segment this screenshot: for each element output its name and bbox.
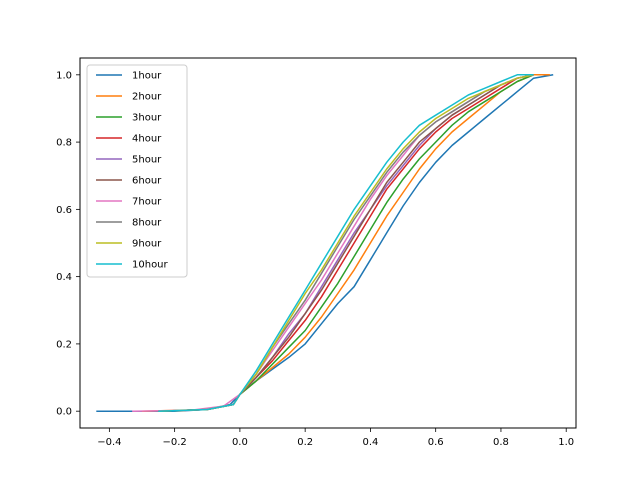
x-tick-label: −0.4 — [97, 437, 121, 448]
y-tick-label: 0.8 — [56, 138, 72, 149]
x-tick-label: 0.8 — [493, 437, 509, 448]
series-line-9hour — [158, 74, 534, 412]
legend-label-1hour: 1hour — [132, 71, 162, 82]
y-tick-label: 0.0 — [56, 407, 72, 418]
legend: 1hour 2hour 3hour 4hour 5hour 6hour 7hour 8hour… — [86, 64, 188, 278]
series-layer — [96, 74, 554, 412]
legend-box — [86, 64, 188, 278]
plot-frame — [79, 57, 577, 429]
legend-label-9hour: 9hour — [132, 239, 162, 250]
x-tick-label: 1.0 — [558, 437, 574, 448]
series-line-6hour — [158, 74, 534, 412]
legend-label-10hour: 10hour — [132, 260, 169, 271]
x-tick-label: 0.4 — [362, 437, 378, 448]
legend-label-7hour: 7hour — [132, 197, 162, 208]
y-axis: 0.0 0.2 0.4 0.6 0.8 1.0 — [56, 70, 80, 418]
y-tick-label: 1.0 — [56, 70, 72, 81]
y-tick-label: 0.4 — [56, 272, 72, 283]
x-axis: −0.4 −0.2 0.0 0.2 0.4 0.6 0.8 1.0 — [97, 428, 574, 448]
y-tick-label: 0.6 — [56, 205, 72, 216]
series-line-10hour — [158, 74, 534, 412]
legend-label-8hour: 8hour — [132, 218, 162, 229]
legend-label-5hour: 5hour — [132, 155, 162, 166]
x-tick-label: 0.6 — [428, 437, 444, 448]
legend-label-2hour: 2hour — [132, 92, 162, 103]
x-tick-label: 0.2 — [297, 437, 313, 448]
series-line-3hour — [158, 74, 534, 412]
legend-label-3hour: 3hour — [132, 113, 162, 124]
x-tick-label: 0.0 — [232, 437, 248, 448]
legend-label-4hour: 4hour — [132, 134, 162, 145]
x-tick-label: −0.2 — [162, 437, 186, 448]
y-tick-label: 0.2 — [56, 339, 72, 350]
legend-label-6hour: 6hour — [132, 176, 162, 187]
